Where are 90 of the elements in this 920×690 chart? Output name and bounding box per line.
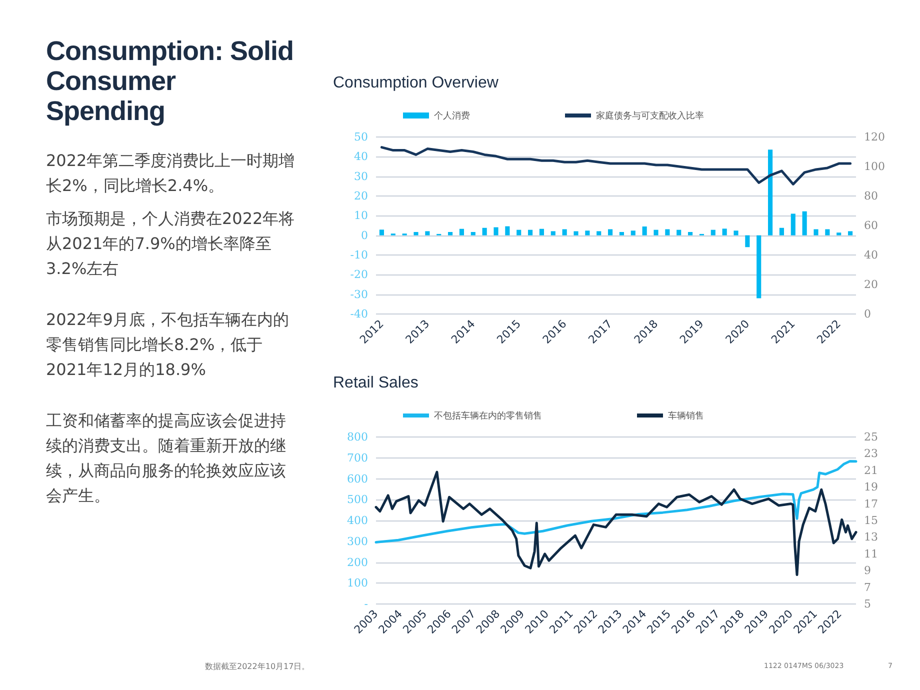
bar bbox=[734, 230, 738, 236]
bar bbox=[814, 229, 818, 236]
y-tick-label: 30 bbox=[354, 170, 368, 183]
bar bbox=[596, 231, 602, 236]
y2-tick-label: 25 bbox=[864, 430, 878, 444]
bar bbox=[825, 229, 830, 236]
y2-tick-label: 23 bbox=[864, 447, 878, 460]
y-tick-label: 500 bbox=[347, 493, 368, 506]
chart-title: Consumption Overview bbox=[333, 74, 499, 92]
y2-tick-label: 19 bbox=[864, 480, 878, 494]
bar bbox=[470, 232, 476, 236]
y-tick-label: 20 bbox=[354, 190, 368, 202]
y-tick-label: -40 bbox=[350, 308, 368, 320]
bar bbox=[379, 230, 384, 236]
bar bbox=[585, 230, 590, 236]
y-tick-label: 0 bbox=[361, 228, 368, 242]
bar bbox=[414, 232, 418, 236]
y2-tick-label: 15 bbox=[864, 514, 878, 527]
bar bbox=[836, 232, 842, 236]
bar bbox=[562, 229, 567, 236]
bar bbox=[745, 235, 750, 248]
y2-tick-label: 60 bbox=[864, 219, 878, 232]
bar bbox=[722, 228, 727, 236]
bar bbox=[756, 235, 762, 298]
bar bbox=[768, 150, 773, 236]
text: 2022年第二季度消费比上一时期增长2%，同比增长2.4%。 bbox=[46, 150, 296, 197]
y2-tick-label: 40 bbox=[864, 248, 878, 262]
y-tick-label: - bbox=[364, 598, 368, 610]
bar bbox=[494, 227, 498, 236]
y2-tick-label: 80 bbox=[864, 190, 878, 202]
legend-label: 车辆销售 bbox=[668, 410, 704, 420]
y-tick-label: -30 bbox=[350, 288, 368, 301]
line-series bbox=[380, 146, 852, 186]
bar bbox=[550, 231, 556, 236]
y-tick-label: 100 bbox=[347, 576, 368, 590]
bar bbox=[802, 211, 807, 236]
bar bbox=[848, 231, 853, 236]
y-tick-label: 400 bbox=[347, 514, 368, 527]
y-tick-label: 10 bbox=[354, 209, 368, 222]
y2-tick-label: 13 bbox=[864, 530, 878, 544]
bar bbox=[779, 228, 784, 236]
y-tick-label: -20 bbox=[350, 268, 368, 282]
bar bbox=[688, 232, 693, 236]
bar bbox=[574, 231, 578, 236]
legend-label: 不包括车辆在内的零售销售 bbox=[434, 410, 542, 420]
bar bbox=[790, 214, 796, 236]
bar bbox=[539, 228, 544, 236]
y2-tick-label: 100 bbox=[864, 160, 885, 173]
bar bbox=[505, 226, 510, 236]
y2-tick-label: 0 bbox=[864, 308, 871, 320]
line-series bbox=[374, 460, 858, 544]
text: 数据截至2022年10月17日。 bbox=[205, 662, 310, 671]
bar bbox=[482, 228, 487, 236]
y-tick-label: 50 bbox=[354, 130, 368, 144]
y2-tick-label: 9 bbox=[864, 564, 871, 578]
y-tick-label: 700 bbox=[347, 451, 368, 464]
bar bbox=[642, 226, 647, 236]
y-tick-label: 800 bbox=[347, 430, 368, 444]
y2-tick-label: 20 bbox=[864, 278, 878, 291]
bar bbox=[630, 230, 636, 236]
bar bbox=[654, 230, 658, 236]
text: Consumption: Solid Consumer Spending bbox=[46, 36, 294, 126]
legend-label: 个人消费 bbox=[434, 110, 470, 120]
bar bbox=[425, 231, 430, 236]
y2-tick-label: 11 bbox=[864, 547, 878, 560]
bar bbox=[676, 230, 682, 236]
bar bbox=[516, 230, 522, 236]
y2-tick-label: 5 bbox=[864, 598, 871, 610]
bar bbox=[448, 232, 453, 236]
bar bbox=[710, 230, 716, 236]
bar bbox=[619, 232, 624, 236]
text: 工资和储蓄率的提高应该会促进持续的消费支出。随着重新开放的继续，从商品向服务的轮换效应应该会产生。 bbox=[46, 410, 287, 507]
y2-tick-label: 120 bbox=[864, 130, 885, 144]
text: 2022年9月底，不包括车辆在内的零售销售同比增长8.2%，低于2021年12月的18.9% bbox=[46, 309, 290, 381]
bar bbox=[608, 229, 613, 236]
legend-label: 家庭债务与可支配收入比率 bbox=[596, 110, 704, 120]
bar bbox=[665, 229, 670, 236]
chart-title: Retail Sales bbox=[333, 374, 418, 392]
y-tick-label: 300 bbox=[347, 534, 368, 548]
line-series bbox=[374, 470, 858, 576]
y-tick-label: -10 bbox=[350, 248, 368, 262]
text: 市场预期是，个人消费在2022年将从2021年的7.9%的增长率降至3.2%左右 bbox=[46, 208, 296, 280]
y-tick-label: 40 bbox=[354, 150, 368, 164]
y2-tick-label: 21 bbox=[864, 464, 878, 477]
y2-tick-label: 7 bbox=[864, 580, 871, 594]
y2-tick-label: 17 bbox=[864, 497, 878, 510]
bar bbox=[528, 230, 533, 236]
y-tick-label: 600 bbox=[347, 472, 368, 486]
y-tick-label: 200 bbox=[347, 556, 368, 569]
bar bbox=[459, 228, 464, 236]
